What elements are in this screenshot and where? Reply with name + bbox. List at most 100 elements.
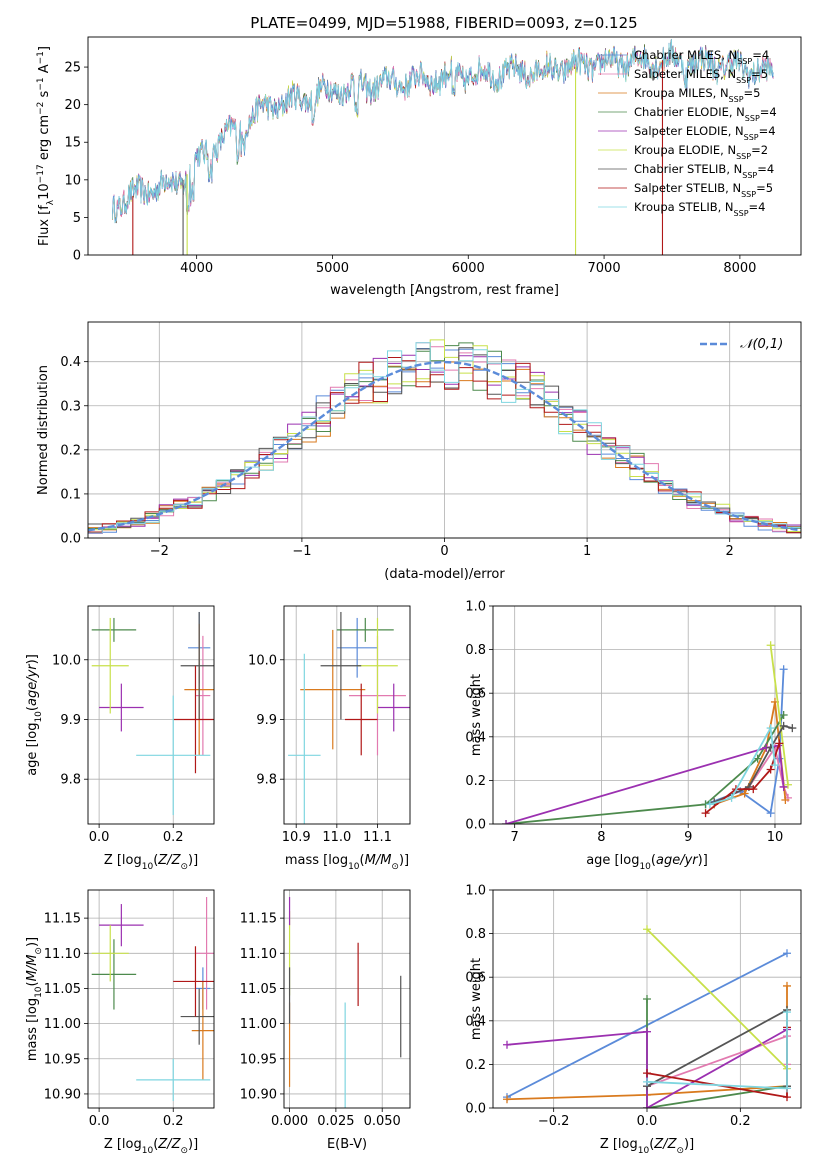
weight-marker-kroupa_stelib xyxy=(783,1008,791,1017)
plot-area xyxy=(112,38,774,255)
label-part: M/M xyxy=(25,955,40,982)
y-tick-label: 15 xyxy=(64,136,81,151)
weight-marker-kroupa_stelib xyxy=(705,800,714,809)
x-axis-label: wavelength [Angstrom, rest frame] xyxy=(330,283,559,298)
label-part: ( xyxy=(651,853,656,868)
legend-suffix: =5 xyxy=(756,181,773,195)
weight-marker-salpeter_elodie xyxy=(503,1040,511,1049)
mass_vs_ebv-panel: 0.000 0.025 0.050 10.90 10.95 11.00 11.05 11.10… xyxy=(240,889,411,1152)
y-tick-label: 0.0 xyxy=(465,818,486,833)
x-axis-label: E(B-V) xyxy=(327,1137,367,1152)
weight-marker-kroupa_miles xyxy=(503,1095,511,1104)
x-axis-label: mass [log10(M/M⊙)] xyxy=(285,853,409,872)
axes-frame xyxy=(283,605,411,825)
label-part: E(B-V) xyxy=(327,1137,367,1152)
legend-prefix: Salpeter STELIB, N xyxy=(634,181,741,195)
y-tick-label: 10.0 xyxy=(52,653,81,668)
x-tick-label: 8000 xyxy=(723,261,756,276)
y-tick-label: 0.3 xyxy=(60,399,81,414)
axes-frame xyxy=(87,36,802,256)
legend-prefix: Chabrier MILES, N xyxy=(634,48,737,62)
spectrum-panel: 4000 5000 6000 7000 8000 0 5 10 15 20 25 Chabrier M… xyxy=(36,36,802,298)
y-tick-label: 11.15 xyxy=(44,912,81,927)
y-tick-label: 10.90 xyxy=(44,1087,81,1102)
label-part: 10 xyxy=(142,862,154,872)
label-part: Z/Z xyxy=(157,853,181,868)
y-tick-label: 10 xyxy=(64,173,81,188)
x-tick-label: −2 xyxy=(150,544,169,559)
legend-label: 𝒩(0,1) xyxy=(740,337,783,352)
y-tick-label: 10.0 xyxy=(248,653,277,668)
label-part: 10 xyxy=(37,183,52,200)
legend-label: Kroupa MILES, NSSP=5 xyxy=(634,86,760,104)
y-tick-label: 9.9 xyxy=(256,713,277,728)
x-tick-label: 0.2 xyxy=(730,1114,751,1129)
x-tick-label: 6000 xyxy=(452,261,485,276)
plot-area xyxy=(88,339,801,534)
legend-suffix: =2 xyxy=(751,143,768,157)
weight-marker-kroupa_elodie xyxy=(643,925,651,934)
y-tick-label: 0.6 xyxy=(465,687,486,702)
legend-prefix: Kroupa STELIB, N xyxy=(634,200,734,214)
label-part: Z/Z xyxy=(157,1137,181,1152)
y-axis-label: age [log10(age/yr)] xyxy=(25,654,44,776)
y-tick-label: 11.10 xyxy=(44,947,81,962)
axes-frame xyxy=(283,889,411,1109)
y-tick-label: 0.2 xyxy=(465,1058,486,1073)
plot-area xyxy=(288,897,402,1108)
weight-marker-salpeter_stelib xyxy=(775,739,784,748)
weight-marker-kroupa_stelib xyxy=(770,761,779,770)
x-tick-label: −0.2 xyxy=(538,1114,570,1129)
legend-label: Chabrier STELIB, NSSP=4 xyxy=(634,162,774,180)
x-axis-label: Z [log10(Z/Z⊙)] xyxy=(104,1137,198,1156)
label-part: ( xyxy=(153,853,158,868)
legend-prefix: Salpeter ELODIE, N xyxy=(634,124,744,138)
y-tick-label: 11.00 xyxy=(240,1017,277,1032)
label-part: s xyxy=(37,90,52,101)
x-tick-label: 8 xyxy=(597,830,605,845)
weight-line-kroupa_stelib xyxy=(709,725,776,806)
label-part: )] xyxy=(25,937,40,947)
legend-sub: SSP xyxy=(737,57,752,66)
label-part: ] xyxy=(37,46,52,51)
weight-marker-salpeter_elodie xyxy=(779,782,788,791)
label-part: −2 xyxy=(36,102,46,115)
histogram-kroupa_elodie xyxy=(88,339,801,532)
x-axis-label: (data-model)/error xyxy=(384,567,505,582)
spectrum-line-kroupa_stelib xyxy=(112,39,774,224)
y-tick-label: 0.8 xyxy=(465,927,486,942)
legend-suffix: =4 xyxy=(759,124,776,138)
label-part: Flux [f xyxy=(37,205,52,246)
weight-marker-chabrier_miles xyxy=(766,809,775,818)
y-tick-label: 10.95 xyxy=(44,1052,81,1067)
y-tick-label: 0.2 xyxy=(60,443,81,458)
axes-frame xyxy=(87,605,215,825)
label-part: ⊙ xyxy=(391,862,399,872)
legend-sub: SSP xyxy=(742,171,757,180)
legend-prefix: Kroupa ELODIE, N xyxy=(634,143,736,157)
label-part: 10 xyxy=(142,1146,154,1156)
x-tick-label: 5000 xyxy=(316,261,349,276)
x-tick-label: 0.050 xyxy=(364,1114,401,1129)
x-tick-label: 11.0 xyxy=(322,830,351,845)
axes-frame xyxy=(492,889,802,1109)
y-tick-label: 11.05 xyxy=(240,982,277,997)
age_vs_Z-panel: 0.0 0.29.89.910.0Z [log10(Z/Z⊙)]age [log1… xyxy=(25,605,215,872)
label-part: )] xyxy=(188,853,198,868)
weight-marker-kroupa_miles xyxy=(781,796,790,805)
y-tick-label: 5 xyxy=(73,211,81,226)
weight-marker-kroupa_elodie xyxy=(766,641,775,650)
weight-line-chabrier_elodie xyxy=(505,714,785,824)
x-tick-label: 10 xyxy=(767,830,784,845)
x-tick-label: 7000 xyxy=(588,261,621,276)
label-part: age [log xyxy=(586,853,639,868)
label-part: 10 xyxy=(348,862,360,872)
label-part: 10 xyxy=(34,986,44,998)
label-part: ( xyxy=(360,853,365,868)
weight-marker-salpeter_stelib xyxy=(749,785,758,794)
x-tick-label: 0.0 xyxy=(89,830,110,845)
y-tick-label: 0.4 xyxy=(60,355,81,370)
label-part: Z [log xyxy=(104,853,142,868)
